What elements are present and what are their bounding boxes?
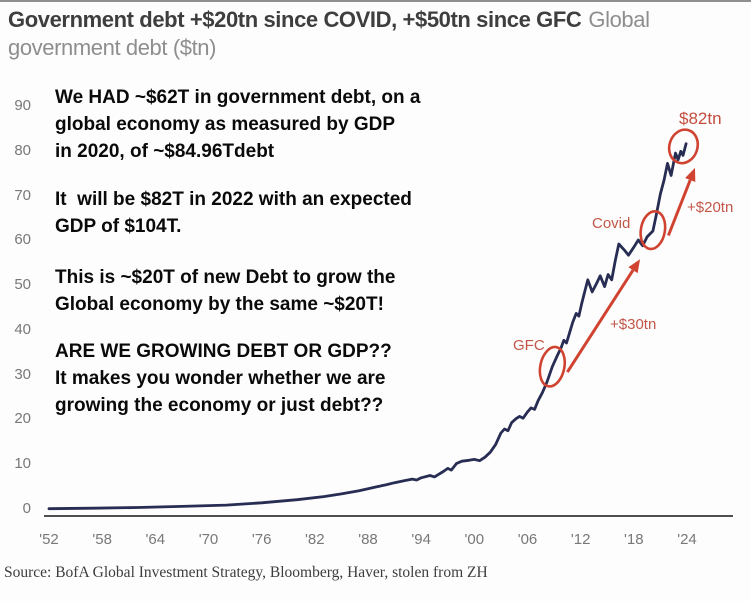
gfc-label: GFC <box>513 337 545 354</box>
x-tick-label: '24 <box>677 531 697 548</box>
covid-circle <box>639 210 667 251</box>
title-line-1: Government debt +$20tn since COVID, +$50… <box>8 6 748 34</box>
x-tick-label: '58 <box>92 531 112 548</box>
x-tick-label: '76 <box>251 531 272 548</box>
y-tick-label: 10 <box>14 455 31 473</box>
x-tick-label: '52 <box>39 531 59 548</box>
arrow_30tn-head <box>628 259 641 274</box>
y-tick-label: 50 <box>14 276 31 294</box>
title-bold-text: Government debt +$20tn since COVID, +$50… <box>8 7 582 32</box>
y-tick-label: 70 <box>14 186 31 204</box>
plus-30tn-label: +$30tn <box>610 316 657 333</box>
chart-title: Government debt +$20tn since COVID, +$50… <box>8 6 748 62</box>
x-tick-label: '12 <box>570 531 591 548</box>
x-tick-label: '64 <box>145 531 166 548</box>
top-border <box>0 0 751 2</box>
y-tick-label: 40 <box>14 320 31 338</box>
x-tick-label: '70 <box>198 531 219 548</box>
y-tick-label: 0 <box>22 500 31 517</box>
x-tick-label: '94 <box>411 531 431 548</box>
y-tick-label: 30 <box>14 365 31 383</box>
x-tick-label: '88 <box>358 531 378 548</box>
arrow_20tn-line <box>666 179 692 237</box>
source-line: Source: BofA Global Investment Strategy,… <box>4 564 488 581</box>
x-tick-label: '00 <box>464 531 485 548</box>
y-tick-label: 20 <box>14 410 31 428</box>
covid-label: Covid <box>592 215 631 232</box>
arrow_20tn-head <box>685 167 696 183</box>
gfc-circle <box>538 345 567 388</box>
peak-value-label: $82tn <box>679 109 722 128</box>
arrow_30tn-line <box>566 269 635 373</box>
note-debt-2022: It will be $82T in 2022 with an expected… <box>55 189 412 237</box>
x-tick-label: '06 <box>517 531 538 548</box>
chart-subtitle: government debt ($tn) <box>8 35 217 60</box>
note-debt-or-gdp: ARE WE GROWING DEBT OR GDP?? It makes yo… <box>55 341 392 416</box>
y-tick-label: 90 <box>14 97 31 114</box>
note-debt-2020: We HAD ~$62T in government debt, on a gl… <box>55 87 421 162</box>
debt-line <box>47 142 688 511</box>
peak-circle <box>667 128 700 165</box>
note-new-debt: This is ~$20T of new Debt to grow the Gl… <box>55 267 396 315</box>
y-tick-label: 80 <box>14 141 31 159</box>
x-tick-label: '18 <box>624 531 644 548</box>
plus-20tn-label: +$20tn <box>687 199 734 216</box>
title-gray-text: Global <box>588 7 650 32</box>
x-tick-label: '82 <box>305 531 325 548</box>
y-tick-label: 60 <box>14 231 31 249</box>
